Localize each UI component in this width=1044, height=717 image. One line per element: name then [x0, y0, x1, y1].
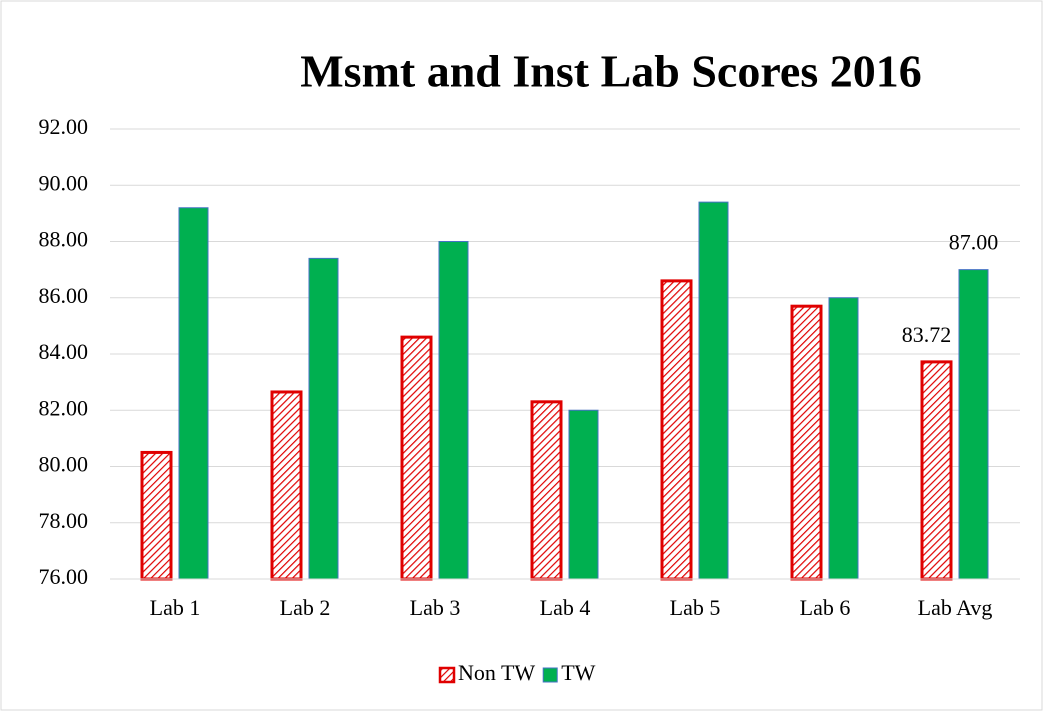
legend-label: Non TW	[458, 660, 535, 685]
bar	[178, 207, 209, 580]
y-tick-label: 82.00	[39, 395, 89, 420]
y-tick-label: 92.00	[39, 114, 89, 139]
chart-title: Msmt and Inst Lab Scores 2016	[300, 46, 922, 97]
bar	[270, 390, 303, 581]
y-tick-label: 78.00	[39, 508, 89, 533]
x-tick-label: Lab 4	[540, 595, 591, 620]
legend-swatch	[542, 667, 558, 683]
bar	[400, 335, 433, 581]
bar	[698, 201, 729, 580]
x-tick-label: Lab 2	[280, 595, 331, 620]
y-tick-label: 80.00	[39, 452, 89, 477]
y-tick-label: 90.00	[39, 170, 89, 195]
data-label: 87.00	[949, 230, 999, 255]
x-tick-label: Lab 3	[410, 595, 461, 620]
y-tick-label: 84.00	[39, 339, 89, 364]
data-label: 83.72	[902, 322, 952, 347]
bar	[920, 360, 953, 581]
bar	[308, 257, 339, 580]
bar	[140, 450, 173, 581]
bar	[790, 304, 823, 581]
x-tick-label: Lab 6	[800, 595, 851, 620]
y-tick-label: 76.00	[39, 564, 89, 589]
bar	[828, 297, 859, 580]
y-tick-label: 88.00	[39, 227, 89, 252]
x-tick-label: Lab Avg	[918, 595, 993, 620]
x-tick-label: Lab 1	[150, 595, 201, 620]
bar	[568, 409, 599, 580]
bar	[438, 241, 469, 580]
legend-swatch	[438, 666, 456, 684]
y-tick-label: 86.00	[39, 283, 89, 308]
legend-label: TW	[561, 660, 595, 685]
bar	[530, 400, 563, 581]
x-tick-label: Lab 5	[670, 595, 721, 620]
bar	[958, 269, 989, 580]
bar	[660, 279, 693, 581]
